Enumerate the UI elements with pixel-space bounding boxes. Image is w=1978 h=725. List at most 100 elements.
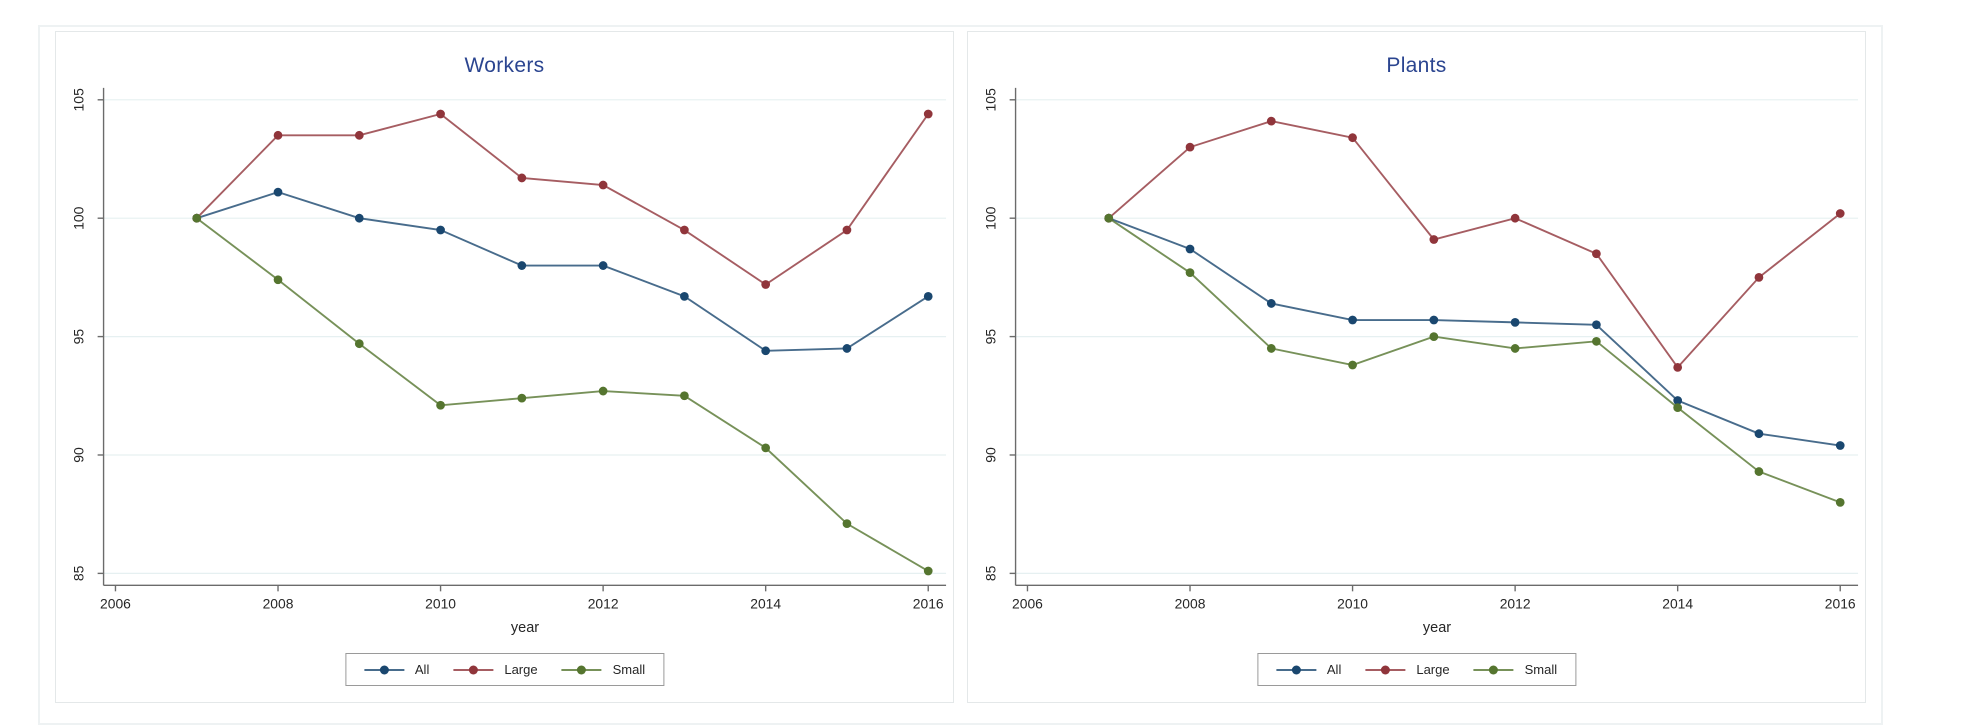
data-point-all: [842, 344, 852, 353]
legend-label: Small: [612, 662, 646, 677]
data-point-all: [436, 225, 445, 235]
data-point-all: [1348, 315, 1357, 325]
legend-item-large: Large: [1365, 662, 1450, 677]
legend-label: All: [414, 662, 430, 677]
series-line-large: [1108, 120, 1841, 369]
x-axis-label: year: [1422, 620, 1452, 636]
workers-plot-area: 85 90 95 100 105 2006 2008 2010 2012 2014 2016: [71, 87, 947, 611]
x-tick-label: 2014: [750, 595, 781, 611]
legend-label: Large: [504, 662, 538, 677]
data-point-small: [1348, 360, 1357, 370]
data-point-all: [1592, 320, 1601, 330]
legend: All Large Small: [344, 653, 665, 686]
legend-dot-icon: [577, 665, 587, 674]
data-point-all: [1835, 441, 1845, 450]
data-point-small: [1185, 268, 1195, 278]
y-tick-label: 90: [983, 447, 999, 463]
data-point-all: [1510, 317, 1520, 327]
legend-item-large: Large: [453, 662, 538, 677]
data-point-large: [1673, 362, 1683, 372]
data-point-large: [923, 109, 933, 119]
data-point-small: [1104, 213, 1114, 223]
y-tick-label: 105: [71, 88, 87, 112]
data-point-large: [1185, 142, 1195, 152]
legend-item-small: Small: [1473, 662, 1558, 677]
y-tick-label: 95: [983, 329, 999, 345]
x-axis-label: year: [510, 620, 540, 636]
y-tick-label: 105: [983, 88, 999, 112]
data-point-all: [1673, 396, 1683, 405]
legend-label: Large: [1416, 662, 1450, 677]
legend-item-all: All: [1275, 662, 1342, 677]
legend-label: Small: [1524, 662, 1558, 677]
series-line-large: [196, 112, 929, 286]
data-point-small: [354, 339, 364, 349]
legend-swatch-all-icon: [1275, 665, 1316, 674]
data-point-large: [598, 180, 608, 190]
data-point-small: [1754, 467, 1764, 476]
legend-label: All: [1326, 662, 1342, 677]
data-point-small: [1429, 332, 1439, 341]
data-point-all: [923, 291, 933, 301]
data-point-large: [1754, 273, 1764, 282]
data-point-large: [1592, 249, 1601, 259]
series-line-small: [1108, 217, 1841, 504]
legend-item-small: Small: [561, 662, 646, 677]
legend-dot-icon: [468, 665, 478, 674]
data-point-small: [192, 213, 202, 223]
data-point-large: [1266, 116, 1276, 126]
data-point-all: [1185, 244, 1195, 254]
data-point-small: [436, 400, 445, 410]
x-tick-label: 2012: [588, 595, 619, 611]
data-point-all: [517, 261, 527, 270]
data-point-large: [273, 130, 283, 140]
y-tick-label: 95: [71, 329, 87, 345]
y-tick-label: 90: [71, 447, 87, 463]
data-point-large: [1429, 235, 1439, 244]
data-point-large: [1348, 133, 1357, 143]
legend-swatch-large-icon: [1365, 665, 1406, 674]
data-point-all: [1266, 299, 1276, 308]
data-point-large: [354, 130, 364, 140]
chart-title-plants: Plants: [1386, 54, 1447, 77]
legend-swatch-all-icon: [363, 665, 404, 674]
x-tick-label: 2010: [1337, 595, 1368, 611]
legend-dot-icon: [379, 665, 389, 674]
x-tick-label: 2008: [1175, 595, 1206, 611]
legend-dot-icon: [1380, 665, 1390, 674]
data-point-small: [598, 386, 608, 396]
y-tick-label: 100: [983, 206, 999, 230]
data-point-large: [517, 173, 527, 183]
data-point-large: [761, 280, 771, 289]
legend-swatch-small-icon: [561, 665, 602, 674]
x-tick-label: 2014: [1662, 595, 1693, 611]
chart-title-workers: Workers: [464, 54, 545, 77]
data-point-small: [1266, 344, 1276, 353]
legend-dot-icon: [1291, 665, 1301, 674]
x-tick-label: 2008: [263, 595, 294, 611]
x-tick-label: 2016: [913, 595, 944, 611]
workers-chart-panel: Workers 85 90 95 100 105 2006 2008 2010 2012 2014…: [55, 31, 954, 703]
data-point-small: [842, 519, 852, 529]
data-point-all: [354, 213, 364, 223]
legend-swatch-small-icon: [1473, 665, 1514, 674]
x-tick-label: 2006: [1012, 595, 1043, 611]
data-point-all: [273, 187, 283, 197]
data-point-all: [680, 291, 689, 301]
data-point-large: [1835, 209, 1845, 218]
data-point-small: [1592, 336, 1601, 346]
data-point-all: [1754, 429, 1764, 439]
charts-container: Workers 85 90 95 100 105 2006 2008 2010 2012 2014…: [38, 25, 1883, 725]
data-point-large: [1510, 213, 1520, 223]
data-point-small: [517, 393, 527, 403]
data-point-small: [273, 275, 283, 285]
plants-chart-panel: Plants 85 90 95 100 105 2006 2008 2010 2012 2014 2…: [967, 31, 1866, 703]
data-point-small: [1835, 497, 1845, 507]
data-point-large: [680, 225, 689, 235]
series-line-all: [1108, 217, 1841, 447]
data-point-small: [761, 443, 771, 453]
x-tick-label: 2006: [100, 595, 131, 611]
legend-item-all: All: [363, 662, 430, 677]
plants-plot-area: 85 90 95 100 105 2006 2008 2010 2012 2014 2016: [983, 87, 1859, 611]
